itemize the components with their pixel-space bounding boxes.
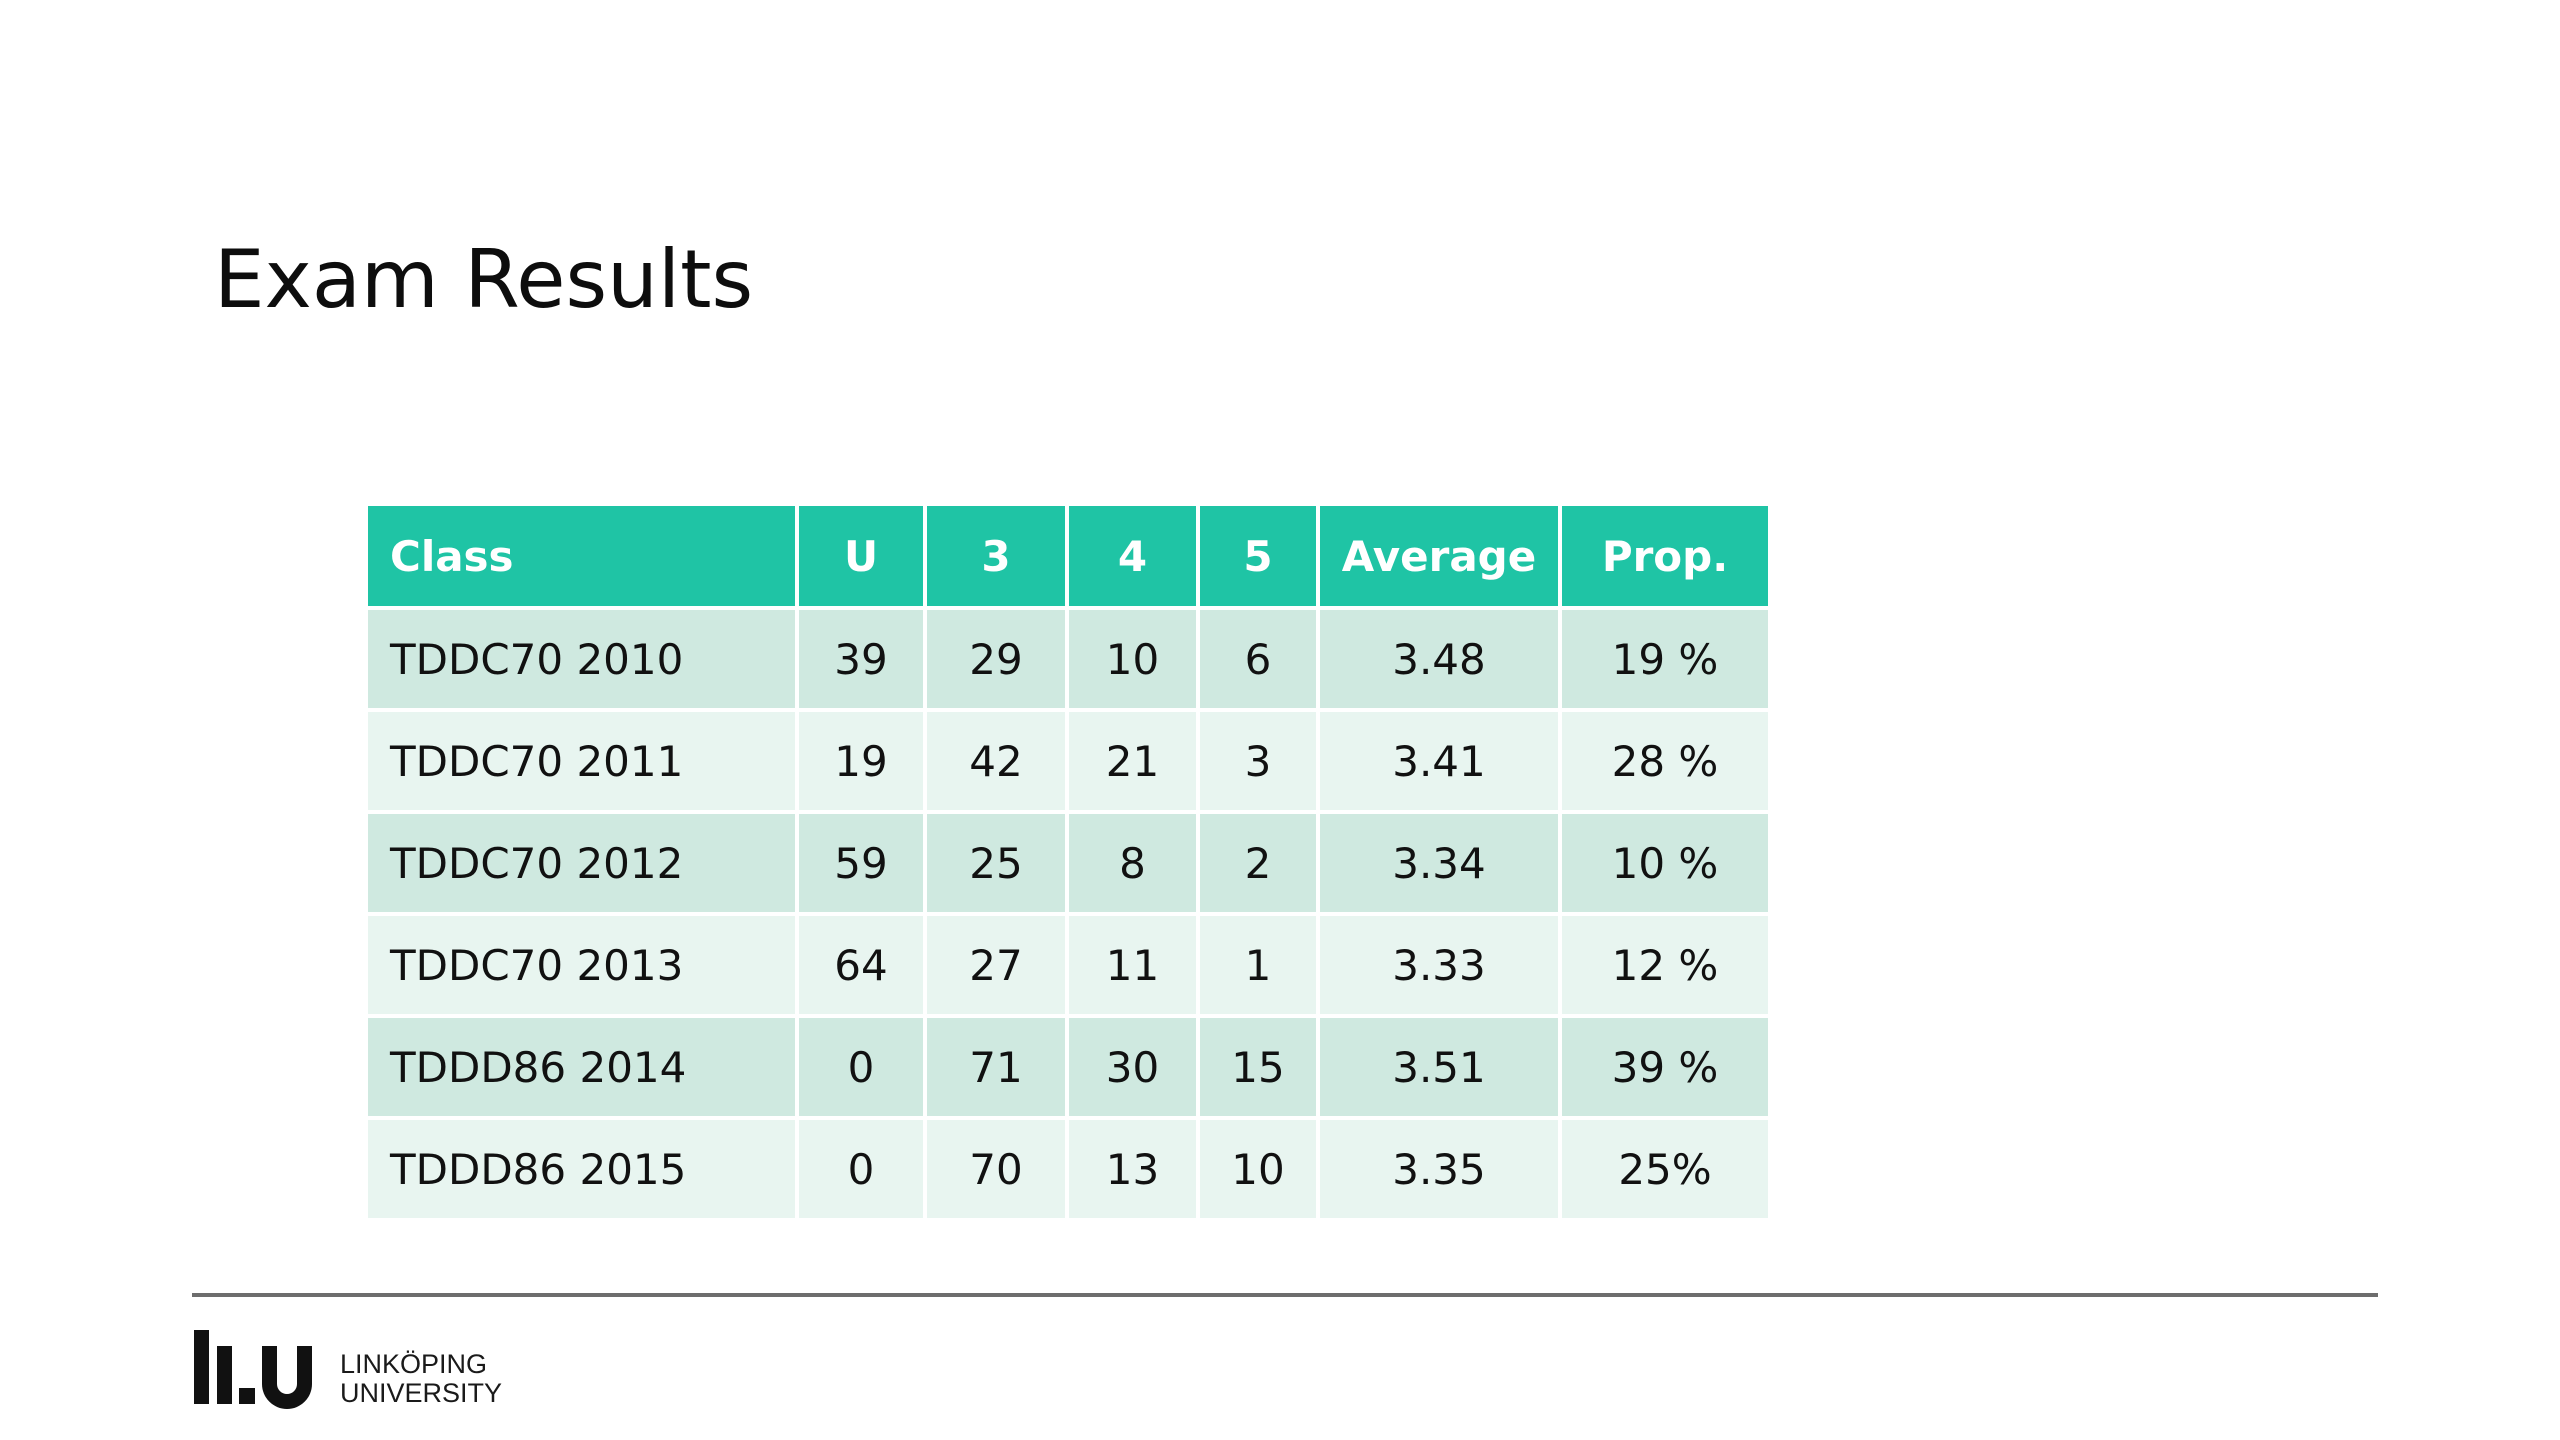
table-header-row: Class U 3 4 5 Average Prop. [364,502,1772,610]
cell-u: 64 [795,912,927,1018]
cell-u: 39 [795,606,927,712]
exam-results-table: Class U 3 4 5 Average Prop. TDDC70 2010 … [364,502,1772,1222]
cell-prop: 28 % [1558,708,1772,814]
cell-5: 2 [1196,810,1320,916]
table-row: TDDC70 2013 64 27 11 1 3.33 12 % [364,912,1772,1018]
cell-class: TDDC70 2013 [364,912,799,1018]
cell-prop: 10 % [1558,810,1772,916]
cell-u: 0 [795,1116,927,1222]
cell-3: 42 [923,708,1069,814]
cell-average: 3.35 [1316,1116,1562,1222]
cell-3: 25 [923,810,1069,916]
cell-u: 0 [795,1014,927,1120]
cell-3: 29 [923,606,1069,712]
cell-prop: 25% [1558,1116,1772,1222]
header-average: Average [1316,502,1562,610]
university-logo: LINKÖPING UNIVERSITY [194,1330,514,1410]
cell-class: TDDD86 2015 [364,1116,799,1222]
cell-5: 1 [1196,912,1320,1018]
cell-5: 15 [1196,1014,1320,1120]
cell-4: 13 [1065,1116,1200,1222]
cell-4: 8 [1065,810,1200,916]
table-row: TDDD86 2015 0 70 13 10 3.35 25% [364,1116,1772,1222]
cell-5: 6 [1196,606,1320,712]
logo-wordmark: LINKÖPING UNIVERSITY [340,1350,502,1408]
cell-average: 3.41 [1316,708,1562,814]
header-u: U [795,502,927,610]
header-5: 5 [1196,502,1320,610]
table-row: TDDC70 2010 39 29 10 6 3.48 19 % [364,606,1772,712]
cell-4: 21 [1065,708,1200,814]
cell-5: 10 [1196,1116,1320,1222]
cell-3: 27 [923,912,1069,1018]
footer-divider [192,1293,2378,1297]
cell-u: 59 [795,810,927,916]
header-4: 4 [1065,502,1200,610]
cell-4: 30 [1065,1014,1200,1120]
cell-class: TDDC70 2012 [364,810,799,916]
table-row: TDDC70 2012 59 25 8 2 3.34 10 % [364,810,1772,916]
logo-line-2: UNIVERSITY [340,1378,503,1408]
logo-line-1: LINKÖPING [340,1349,488,1379]
cell-5: 3 [1196,708,1320,814]
liu-logo-icon [194,1330,312,1409]
cell-prop: 19 % [1558,606,1772,712]
cell-average: 3.33 [1316,912,1562,1018]
cell-class: TDDD86 2014 [364,1014,799,1120]
cell-3: 71 [923,1014,1069,1120]
cell-3: 70 [923,1116,1069,1222]
cell-4: 10 [1065,606,1200,712]
cell-class: TDDC70 2010 [364,606,799,712]
table-row: TDDD86 2014 0 71 30 15 3.51 39 % [364,1014,1772,1120]
cell-average: 3.34 [1316,810,1562,916]
table-row: TDDC70 2011 19 42 21 3 3.41 28 % [364,708,1772,814]
slide-title: Exam Results [214,233,754,326]
cell-u: 19 [795,708,927,814]
cell-class: TDDC70 2011 [364,708,799,814]
cell-average: 3.51 [1316,1014,1562,1120]
header-3: 3 [923,502,1069,610]
cell-average: 3.48 [1316,606,1562,712]
cell-4: 11 [1065,912,1200,1018]
cell-prop: 12 % [1558,912,1772,1018]
header-prop: Prop. [1558,502,1772,610]
cell-prop: 39 % [1558,1014,1772,1120]
header-class: Class [364,502,799,610]
